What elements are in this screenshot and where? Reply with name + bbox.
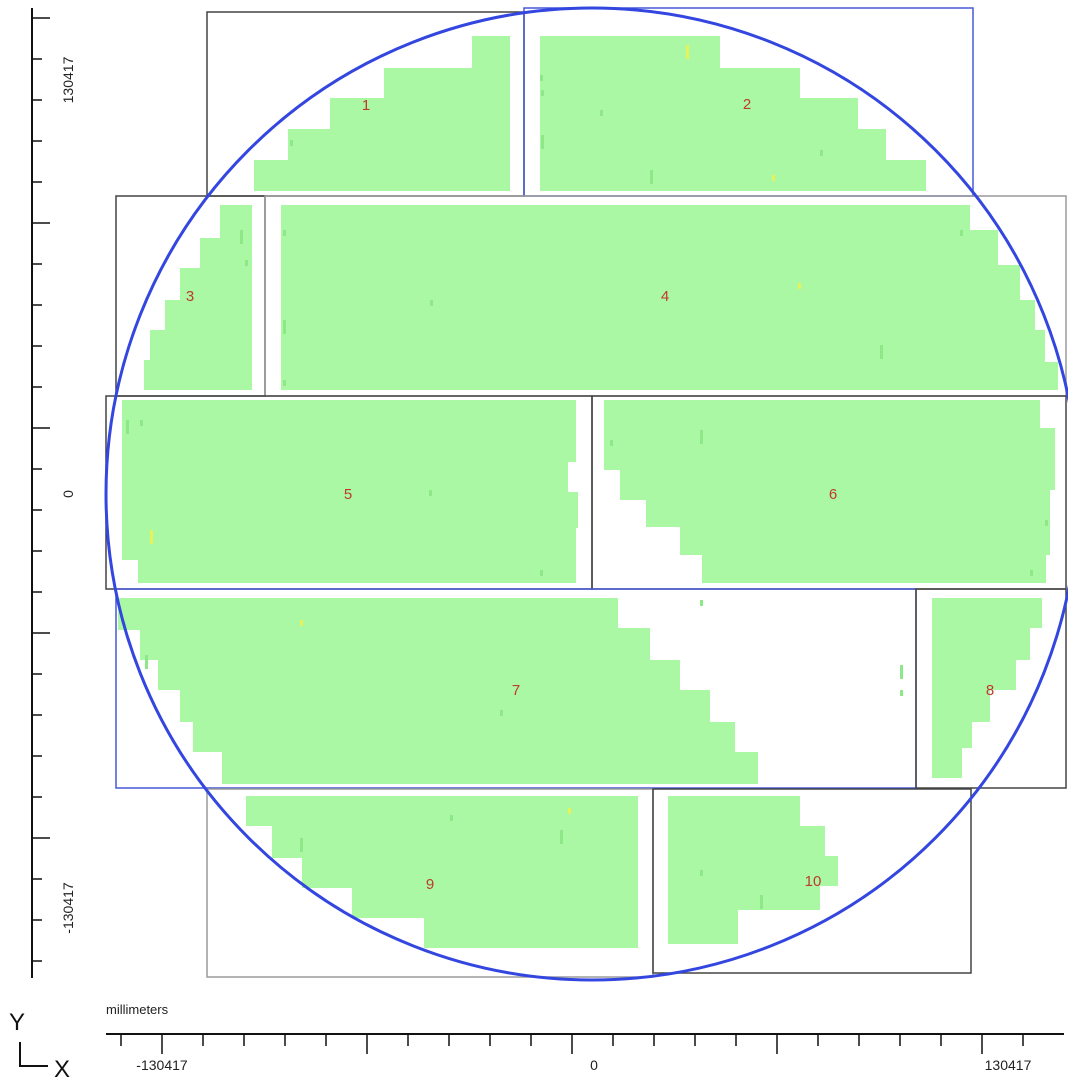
coverage-speck — [900, 665, 903, 679]
y-axis-letter: Y — [9, 1009, 25, 1036]
x-axis: millimeters -130417 0 130417 — [106, 1002, 1064, 1073]
panel-7-label: 7 — [512, 682, 520, 699]
y-axis: 130417 0 -130417 — [31, 8, 76, 978]
panel-3-coverage — [144, 205, 252, 390]
panel-10-label: 10 — [805, 873, 822, 890]
x-tick-label-zero: 0 — [590, 1057, 598, 1073]
coverage-speck — [500, 710, 503, 716]
x-tick-label-right: 130417 — [985, 1057, 1032, 1073]
coverage-speck — [1045, 520, 1048, 526]
coverage-speck — [1030, 570, 1033, 576]
x-axis-letter: X — [54, 1056, 70, 1079]
panel-9-label: 9 — [426, 876, 434, 893]
axis-indicator: Y X — [9, 1009, 70, 1079]
panel-4-label: 4 — [661, 288, 669, 305]
coverage-speck — [145, 655, 148, 669]
coverage-speck — [150, 530, 153, 544]
panel-2-label: 2 — [743, 96, 751, 113]
coverage-speck — [541, 90, 544, 96]
panel-5-label: 5 — [344, 486, 352, 503]
wafer-outline — [104, 6, 1068, 982]
panel-frames — [105, 7, 1067, 978]
units-label: millimeters — [106, 1002, 169, 1017]
coverage-speck — [560, 830, 563, 844]
y-tick-label-zero: 0 — [60, 490, 76, 498]
x-axis-ticks — [120, 1034, 1024, 1054]
coverage-speck — [760, 895, 763, 909]
coverage-specks — [126, 45, 1048, 909]
panel-5-coverage — [122, 400, 578, 583]
panel-6-coverage — [604, 400, 1055, 583]
panel-1-coverage — [254, 36, 510, 191]
coverage-speck — [450, 815, 453, 821]
coverage-speck — [240, 230, 243, 244]
panel-3-label: 3 — [186, 288, 194, 305]
coverage-speck — [300, 620, 303, 626]
coverage-speck — [540, 75, 543, 81]
coverage-speck — [245, 260, 248, 266]
panel-labels: 1 2 3 4 5 6 7 8 9 10 — [186, 96, 994, 893]
coverage-speck — [772, 175, 775, 181]
panel-4-coverage — [281, 205, 1058, 390]
panel-8-label: 8 — [986, 682, 994, 699]
coverage-speck — [798, 283, 801, 289]
axis-corner-icon — [19, 1042, 48, 1067]
coverage-speck — [880, 345, 883, 359]
coverage-speck — [429, 490, 432, 496]
panel-1-label: 1 — [362, 97, 370, 114]
panel-10-frame — [652, 788, 972, 974]
panel-9-coverage — [246, 796, 638, 948]
coverage-speck — [300, 845, 303, 851]
coverage-speck — [820, 150, 823, 156]
coverage-speck — [283, 380, 286, 386]
coverage-speck — [541, 135, 544, 149]
panel-2-coverage — [540, 36, 926, 191]
coverage-speck — [540, 570, 543, 576]
coverage-speck — [430, 300, 433, 306]
coverage-speck — [126, 420, 129, 434]
coverage-speck — [700, 430, 703, 444]
x-tick-label-left: -130417 — [136, 1057, 188, 1073]
coverage-speck — [140, 420, 143, 426]
coverage-speck — [686, 45, 689, 59]
y-axis-ticks — [32, 17, 50, 962]
coverage-speck — [283, 230, 286, 236]
coverage-speck — [290, 140, 293, 146]
panel-7-coverage — [118, 598, 758, 784]
coverage-speck — [610, 440, 613, 446]
panel-6-label: 6 — [829, 486, 837, 503]
coverage-speck — [650, 170, 653, 184]
panel-8-frame — [915, 588, 1067, 789]
coverage-speck — [600, 110, 603, 116]
coverage-speck — [900, 690, 903, 696]
panel-8-coverage — [932, 598, 1042, 778]
coverage-speck — [700, 600, 703, 606]
coverage-speck — [283, 320, 286, 334]
coverage-speck — [700, 870, 703, 876]
y-tick-label-bottom: -130417 — [60, 882, 76, 934]
panel-10-coverage — [668, 796, 838, 944]
coverage-fills — [118, 36, 1058, 948]
coverage-speck — [568, 808, 571, 814]
coverage-speck — [960, 230, 963, 236]
y-tick-label-top: 130417 — [60, 56, 76, 103]
